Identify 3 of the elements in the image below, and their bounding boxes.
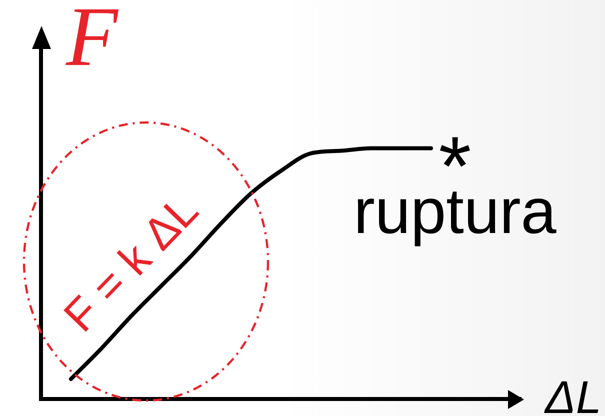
annotation: F = k ΔL	[54, 184, 208, 342]
x-axis-title: ΔL	[544, 371, 602, 416]
y-axis-title: F	[65, 0, 119, 84]
